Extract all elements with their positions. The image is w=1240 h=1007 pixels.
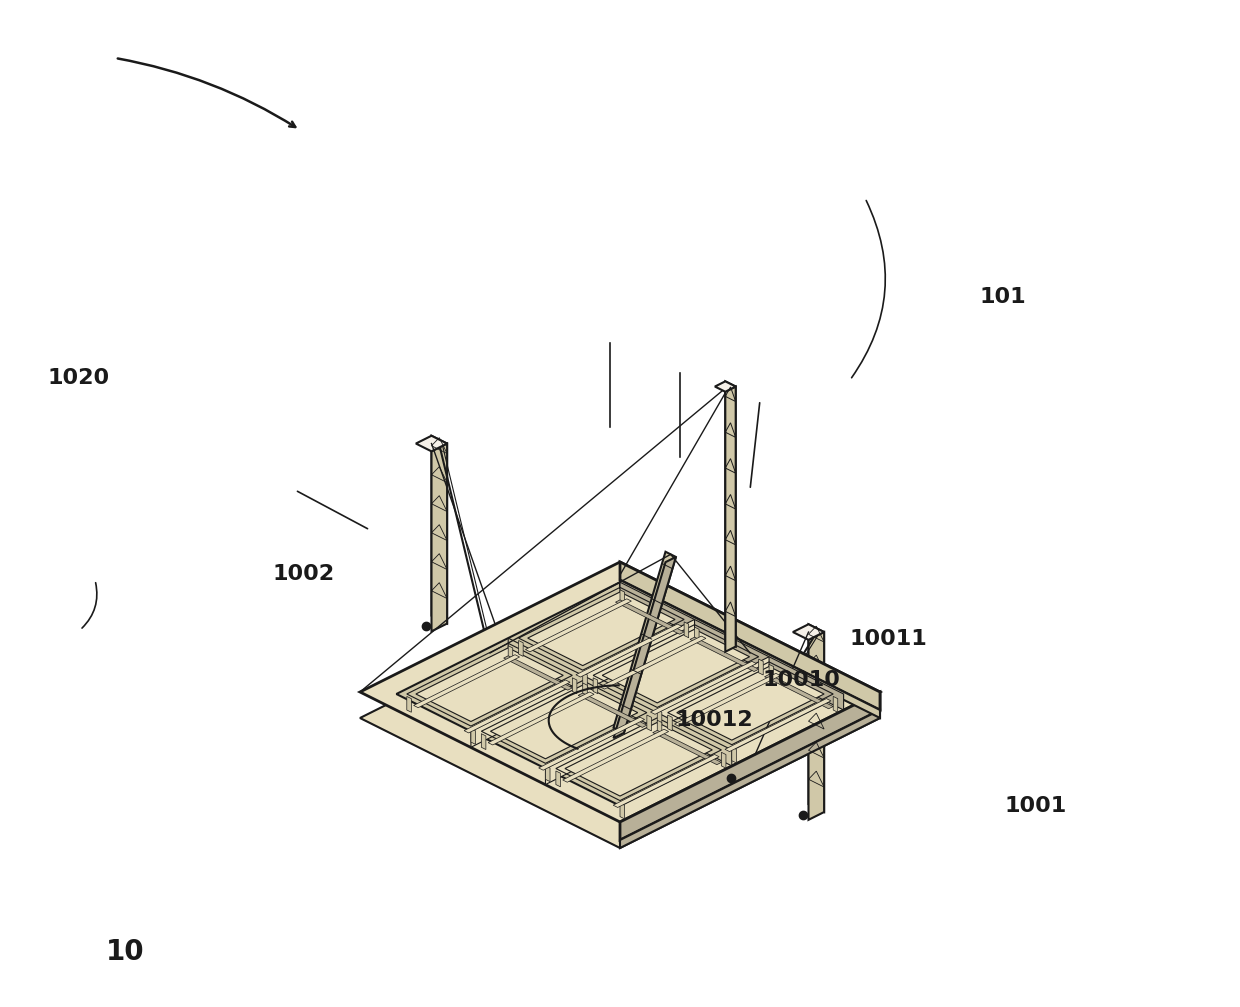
Polygon shape [432,436,448,623]
Polygon shape [546,657,769,784]
Polygon shape [491,685,637,759]
Polygon shape [471,728,475,744]
Polygon shape [833,697,838,712]
Polygon shape [652,730,722,764]
Polygon shape [684,622,688,637]
Polygon shape [508,645,513,662]
Polygon shape [725,382,735,646]
Polygon shape [397,582,843,806]
Polygon shape [620,582,843,710]
Polygon shape [759,660,763,675]
Polygon shape [792,624,825,639]
Polygon shape [508,638,732,766]
Text: 10011: 10011 [849,629,928,650]
Polygon shape [360,562,880,822]
Polygon shape [647,715,651,731]
Polygon shape [414,655,520,708]
Polygon shape [715,382,735,392]
Polygon shape [565,722,712,797]
Polygon shape [603,629,749,703]
Polygon shape [620,590,625,605]
Polygon shape [651,662,756,714]
Polygon shape [694,627,699,642]
Polygon shape [432,443,448,631]
Polygon shape [464,680,570,733]
Polygon shape [620,692,880,840]
Polygon shape [657,720,662,736]
Polygon shape [489,692,594,745]
Polygon shape [615,600,684,634]
Polygon shape [481,734,486,749]
Polygon shape [677,667,825,740]
Text: 10010: 10010 [763,670,841,690]
Polygon shape [503,656,573,690]
Polygon shape [563,729,668,782]
Polygon shape [573,678,577,694]
Polygon shape [722,752,725,768]
Polygon shape [675,674,780,726]
Polygon shape [725,699,831,751]
Text: 10: 10 [105,938,144,966]
Text: 10012: 10012 [676,710,754,730]
Polygon shape [613,754,719,808]
Polygon shape [620,580,880,718]
Text: 1002: 1002 [273,564,335,584]
Polygon shape [407,697,412,712]
Polygon shape [528,592,675,666]
Polygon shape [620,803,625,819]
Polygon shape [732,747,737,763]
Polygon shape [614,552,676,733]
Polygon shape [578,693,647,727]
Polygon shape [415,436,448,451]
Polygon shape [546,765,551,781]
Polygon shape [556,771,560,786]
Polygon shape [415,648,563,722]
Polygon shape [769,665,774,680]
Polygon shape [765,675,833,709]
Polygon shape [808,624,825,812]
Polygon shape [575,624,682,677]
Polygon shape [583,683,588,699]
Polygon shape [518,640,523,657]
Polygon shape [657,710,662,726]
Polygon shape [620,710,880,848]
Polygon shape [808,632,825,820]
Text: 101: 101 [980,287,1027,307]
Polygon shape [583,673,588,689]
Polygon shape [689,637,759,672]
Polygon shape [725,387,735,652]
Polygon shape [538,717,645,770]
Polygon shape [667,715,672,731]
Polygon shape [593,678,598,694]
Polygon shape [360,588,880,848]
Polygon shape [526,599,631,652]
Polygon shape [614,557,676,738]
Polygon shape [471,619,694,747]
Text: 1001: 1001 [1004,796,1066,816]
Polygon shape [600,636,706,689]
Text: 1020: 1020 [47,368,109,388]
Polygon shape [620,562,880,710]
